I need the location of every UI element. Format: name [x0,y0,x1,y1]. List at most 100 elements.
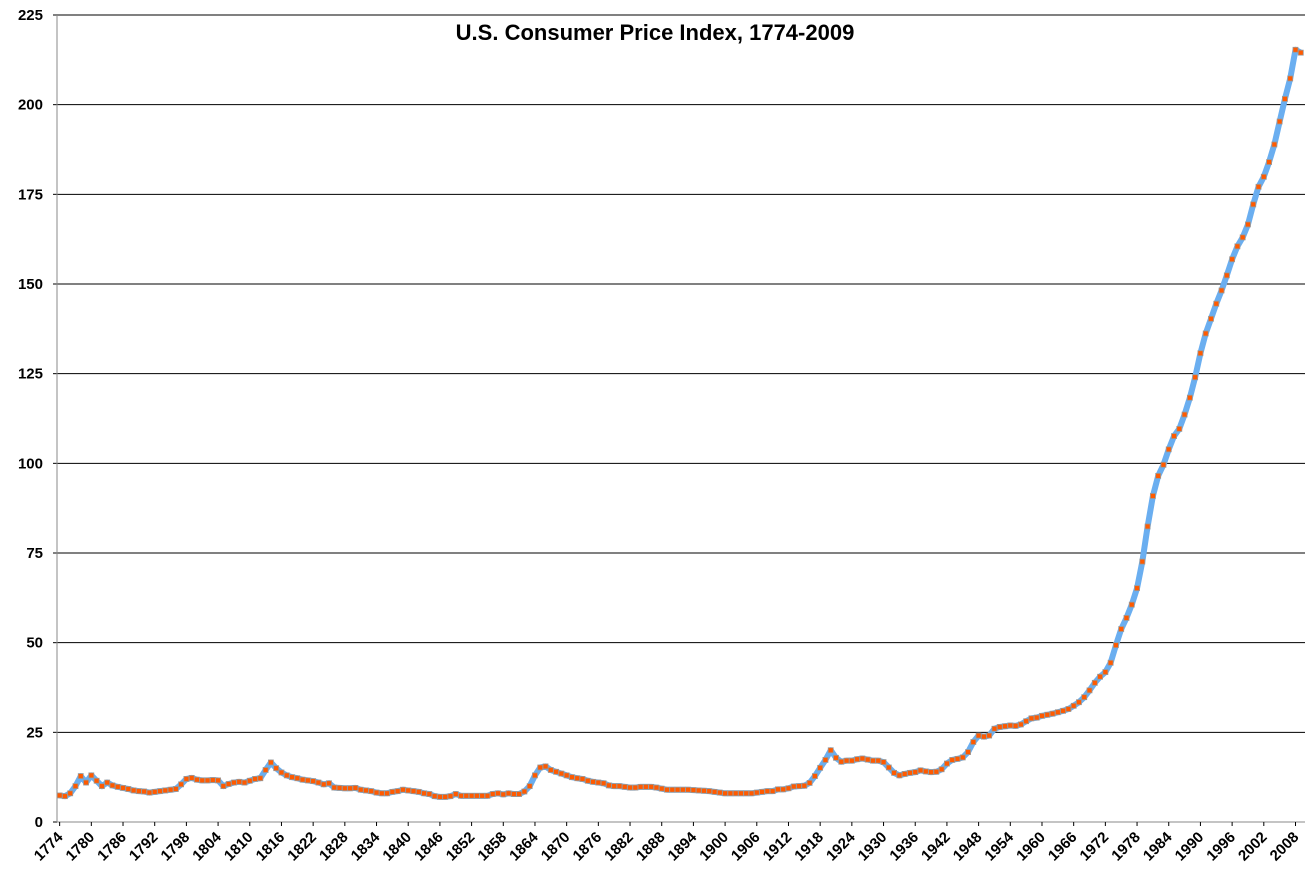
x-tick-label: 1864 [506,828,542,864]
marker [283,772,290,779]
marker [701,787,707,794]
marker [569,774,575,781]
marker [827,747,834,754]
x-tick-label: 1840 [379,829,415,865]
y-tick-label: 100 [18,455,43,472]
marker [299,776,306,783]
marker [938,766,945,773]
marker [489,791,496,797]
marker [674,786,681,793]
marker [1002,723,1008,730]
x-tick-label: 1918 [791,829,827,865]
marker [1245,221,1251,228]
marker [790,783,797,790]
marker [986,732,993,739]
marker [806,780,813,786]
marker [1091,679,1098,686]
x-tick-label: 1978 [1108,829,1144,865]
marker [1007,722,1014,729]
x-tick-label: 1882 [601,829,637,865]
x-tick-label: 1822 [284,829,320,865]
marker [574,775,581,782]
marker [859,755,866,762]
marker [1065,706,1072,712]
marker [236,778,243,785]
marker [67,790,74,797]
marker [864,756,871,763]
marker [1181,411,1188,418]
marker [653,784,660,791]
marker [347,785,354,792]
x-tick-label: 1858 [474,829,510,865]
marker [1282,96,1288,102]
marker [120,785,126,791]
marker [785,785,792,792]
marker [389,788,396,795]
chart-title: U.S. Consumer Price Index, 1774-2009 [456,20,855,45]
marker [415,788,422,795]
marker [706,788,713,795]
marker [590,778,596,785]
marker [532,772,538,779]
marker [77,773,84,779]
marker [1086,687,1093,694]
marker [970,739,977,745]
marker [294,775,301,782]
marker [1097,673,1103,680]
marker [833,754,839,761]
marker [363,787,369,794]
marker [183,776,190,782]
marker [458,792,464,799]
marker [421,790,427,797]
marker [1144,523,1151,530]
marker [769,788,776,795]
marker [1255,183,1262,190]
marker [848,757,855,764]
marker [891,769,898,776]
marker [637,783,644,790]
x-tick-label: 1954 [982,828,1018,864]
marker [167,786,174,793]
marker [817,764,824,771]
marker [664,786,670,793]
y-tick-label: 125 [18,366,43,383]
marker [621,783,628,790]
marker [679,786,686,793]
marker [331,784,338,791]
marker [896,772,903,779]
marker [384,790,390,797]
marker [743,790,750,797]
marker [1102,669,1109,675]
marker [695,787,702,794]
marker [1012,722,1019,729]
marker [748,790,755,797]
marker [870,757,876,764]
x-tick-label: 1798 [158,829,194,865]
marker [267,759,274,766]
marker [1266,159,1272,165]
marker [1123,615,1130,621]
marker [72,783,79,790]
marker [1271,141,1278,148]
marker [231,779,237,786]
marker [262,767,269,773]
marker [885,764,892,771]
marker [537,764,544,771]
marker [611,783,618,790]
marker [944,760,950,767]
marker [98,783,105,790]
marker [563,772,570,779]
x-tick-label: 2008 [1267,829,1303,865]
marker [1176,426,1183,432]
marker [368,788,375,795]
marker [1049,710,1056,717]
marker [1202,330,1209,337]
x-tick-label: 1804 [189,828,225,864]
marker [1107,659,1114,666]
marker [1070,702,1077,709]
marker [1229,256,1236,263]
marker [1192,374,1199,381]
marker [1139,558,1146,565]
marker [965,749,971,755]
